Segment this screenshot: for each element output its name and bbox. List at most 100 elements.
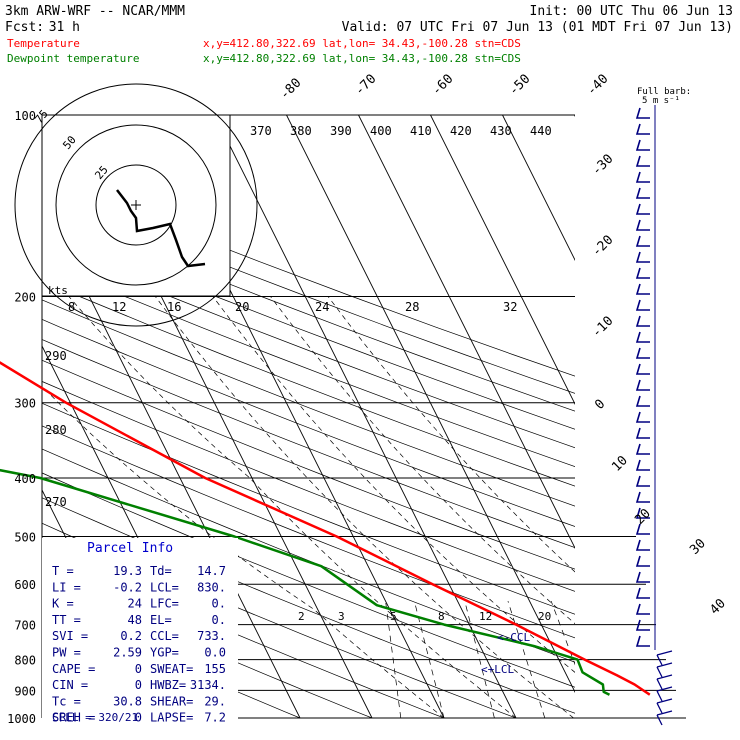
pressure-label-400: 400: [14, 472, 36, 486]
temperature-line: [0, 361, 651, 696]
wind-barb: [635, 379, 650, 391]
hodograph-trace: [116, 189, 206, 268]
hodograph-ring: [14, 83, 258, 327]
theta-label: 430: [490, 124, 512, 138]
dry-adiabat: [42, 576, 373, 718]
isotherm-line: [502, 115, 575, 262]
wind-barb: [656, 710, 673, 726]
wind-barb: [635, 603, 650, 615]
parcel-value: 19.3: [113, 564, 142, 578]
pressure-label-800: 800: [14, 654, 36, 668]
temperature-axis-label: 10: [609, 453, 631, 475]
wind-barb: [635, 459, 650, 471]
wind-barb: [635, 475, 650, 487]
wind-barb: [635, 235, 650, 247]
temperature-axis-label: -20: [589, 233, 616, 260]
wind-barb: [635, 107, 650, 119]
wind-barb: [635, 315, 650, 327]
wind-barb: [635, 395, 650, 407]
pressure-label-300: 300: [14, 397, 36, 411]
temperature-axis-label: -40: [584, 72, 611, 99]
temperature-axis-label: -50: [506, 72, 533, 99]
theta-label: 400: [370, 124, 392, 138]
parcel-key: EL=: [150, 613, 172, 627]
wind-barb: [635, 267, 650, 279]
parcel-key: HWBZ=: [150, 678, 186, 692]
wind-barb: [635, 299, 650, 311]
speed-label: 28: [405, 300, 419, 314]
parcel-value: 24: [128, 597, 142, 611]
moist-adiabat: [212, 296, 575, 673]
speed-label: 12: [112, 300, 126, 314]
wind-barb: [635, 347, 650, 359]
pressure-label-700: 700: [14, 619, 36, 633]
theta-label: 390: [330, 124, 352, 138]
wind-barb: [656, 674, 673, 690]
wind-barb: [635, 139, 650, 151]
mixing-ratio-line: [550, 601, 575, 666]
wind-barb: [635, 171, 650, 183]
parcel-key: LI =: [52, 580, 81, 594]
parcel-value: 29.: [204, 694, 226, 708]
parcel-info-title: Parcel Info: [87, 541, 173, 556]
temperature-legend-name: Temperature: [7, 37, 80, 50]
parcel-value: 30.8: [113, 694, 142, 708]
wind-barb: [635, 571, 650, 583]
speed-label: 20: [235, 300, 249, 314]
wind-barb: [635, 443, 650, 455]
isotherm-line: [0, 115, 12, 718]
parcel-key: LCL=: [150, 580, 179, 594]
mixing-ratio-label: 3: [338, 610, 345, 623]
wind-barb: [635, 523, 650, 535]
dewpoint-legend-info: x,y=412.80,322.69 lat,lon= 34.43,-100.28…: [203, 52, 521, 65]
dry-adiabat: [42, 425, 575, 639]
temperature-axis-label: -80: [277, 76, 304, 103]
parcel-value: 7.2: [204, 711, 226, 725]
speed-label: 8: [68, 300, 75, 314]
parcel-key: YGP=: [150, 646, 179, 660]
parcel-value: 0: [135, 678, 142, 692]
parcel-value: -0.2: [113, 580, 142, 594]
isotherm-line: [214, 115, 517, 718]
wind-barb: [635, 539, 650, 551]
parcel-value: 48: [128, 613, 142, 627]
level-marker: <+LCL: [481, 663, 514, 676]
dewpoint-legend-name: Dewpoint temperature: [7, 52, 139, 65]
parcel-value: 2.59: [113, 646, 142, 660]
parcel-value: 0.: [212, 613, 226, 627]
pressure-label-1000: 1000: [7, 712, 36, 726]
dry-adiabat: [42, 191, 575, 394]
dry-adiabat: [42, 381, 575, 592]
wind-barb: [656, 650, 673, 666]
wind-barb: [635, 123, 650, 135]
dry-adiabat: [42, 208, 575, 412]
parcel-key: CAPE =: [52, 662, 95, 676]
pressure-label-200: 200: [14, 291, 36, 305]
full-barb-unit: 5 m s⁻¹: [642, 96, 680, 106]
theta-lower-label: 270: [45, 495, 67, 509]
dry-adiabat: [42, 261, 575, 467]
dry-adiabat: [42, 280, 575, 487]
model-title: 3km ARW-WRF -- NCAR/MMM: [5, 4, 185, 19]
wind-barb: [656, 662, 673, 678]
dry-adiabat: [42, 402, 575, 615]
dry-adiabat: [42, 472, 575, 688]
parcel-key: Td=: [150, 564, 172, 578]
mixing-ratio-label: 20: [538, 610, 551, 623]
speed-label: 16: [167, 300, 181, 314]
wind-barbs: [635, 105, 673, 726]
dewpoint-line: [0, 468, 611, 696]
wind-barb: [656, 686, 673, 702]
temperature-axis-label: -10: [589, 314, 616, 341]
speed-label: 32: [503, 300, 517, 314]
dry-adiabat: [42, 243, 575, 449]
wind-barb: [635, 619, 650, 631]
dry-adiabat: [42, 174, 575, 377]
sounding-series: [0, 361, 651, 696]
wind-barb: [635, 555, 650, 567]
parcel-value: 0.: [212, 597, 226, 611]
level-marker: <-CCL: [497, 631, 530, 644]
parcel-key: SWEAT=: [150, 662, 193, 676]
mixing-ratio-line: [507, 601, 546, 718]
